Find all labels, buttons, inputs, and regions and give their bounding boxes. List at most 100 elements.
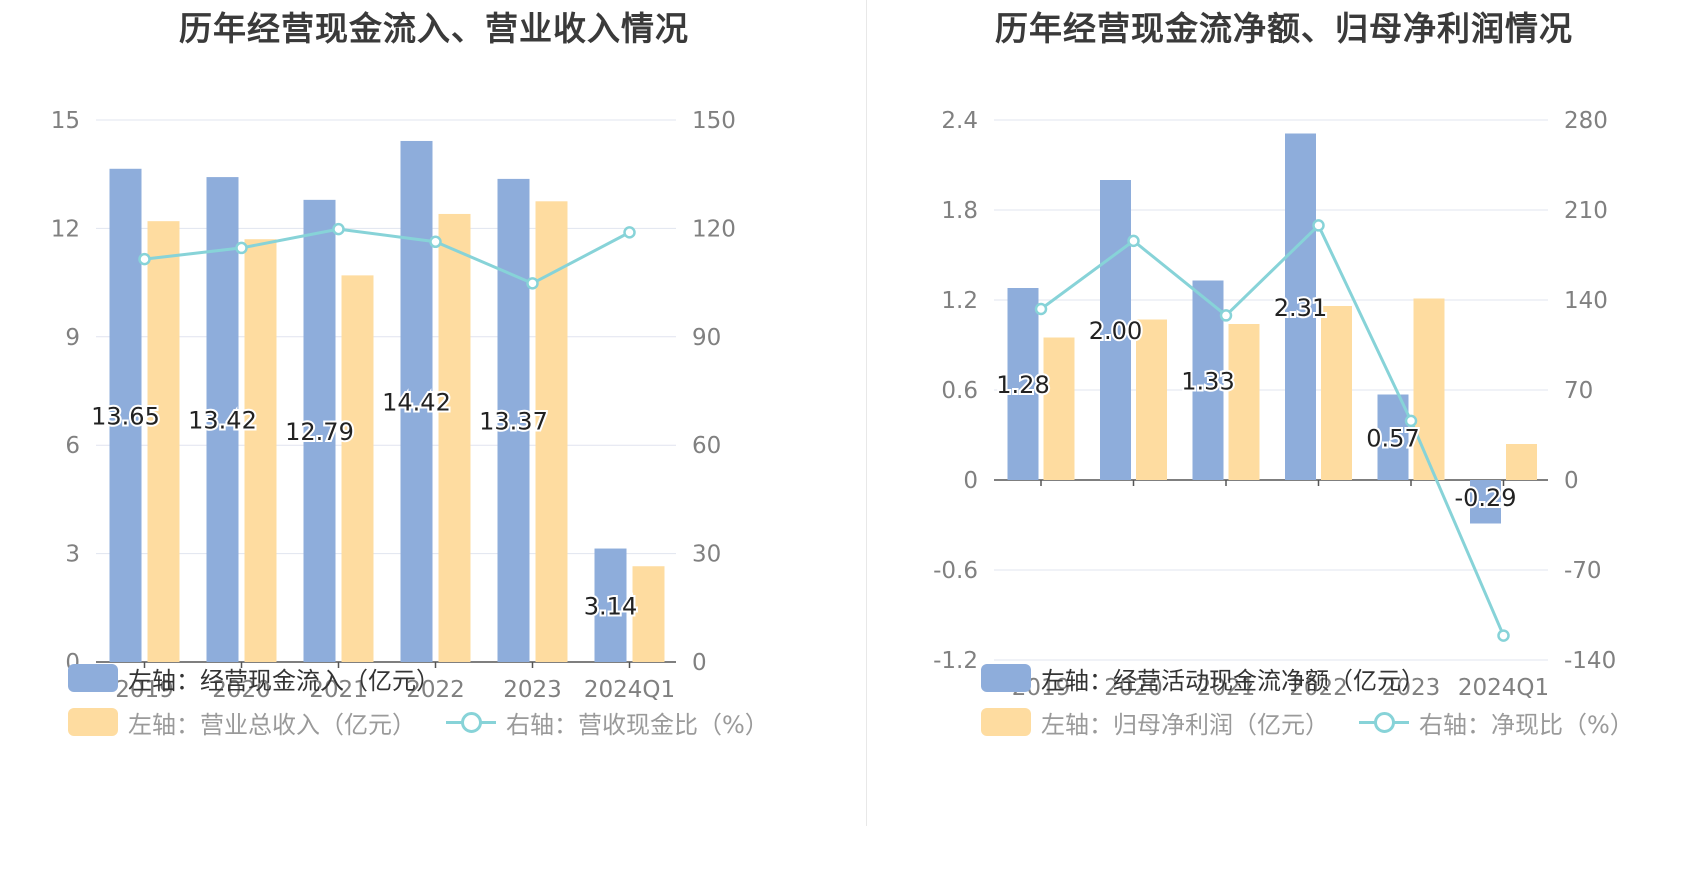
bar-经营活动现金流净额 <box>1285 133 1316 480</box>
legend-line-marker-icon <box>446 708 496 736</box>
right-axis-tick-label: 0 <box>1564 468 1579 494</box>
left-axis-tick-label: 2.4 <box>941 108 978 134</box>
right-axis-tick-label: 60 <box>692 433 721 459</box>
x-axis-tick-label: 2019 <box>115 677 174 703</box>
bar-经营现金流入 <box>400 140 433 662</box>
bar-经营现金流入 <box>303 199 336 662</box>
right-axis-tick-label: 0 <box>692 650 707 676</box>
chart-right-svg: -1.2 -140 -0.6 -70 0 0 0.6 70 1.2 140 1.8 210 2.4 280… <box>933 108 1616 701</box>
bar-data-label: -0.29 <box>1454 484 1516 512</box>
bar-经营现金流入 <box>594 548 627 662</box>
legend-item-net-cash-flow[interactable]: 左轴：经营活动现金流净额（亿元） <box>981 661 1425 696</box>
bar-营业总收入 <box>632 566 665 662</box>
bar-data-label: 2.00 <box>1089 317 1142 345</box>
line-净现比 <box>1040 223 1505 637</box>
bar-data-label: 1.28 <box>996 371 1049 399</box>
right-axis-tick-label: 140 <box>1564 288 1608 314</box>
right-axis-tick-label: -70 <box>1564 558 1602 584</box>
bar-data-label: 2.31 <box>1274 294 1327 322</box>
x-axis-tick-label: 2024Q1 <box>584 677 675 703</box>
line-point-营收现金比 <box>138 252 151 266</box>
bar-经营活动现金流净额 <box>1007 288 1039 480</box>
left-axis-tick-label: 0 <box>963 468 978 494</box>
legend-item-revenue[interactable]: 左轴：营业总收入（亿元） <box>68 705 416 740</box>
left-axis-tick-label: 0.6 <box>941 378 978 404</box>
line-point-净现比 <box>1127 234 1140 248</box>
panel-divider <box>866 0 867 826</box>
right-axis-tick-label: 120 <box>692 216 736 242</box>
bar-data-label: 0.57 <box>1366 424 1419 452</box>
bar-归母净利润 <box>1228 324 1260 480</box>
x-axis-tick-label: 2023 <box>503 677 562 703</box>
bar-data-label: 12.79 <box>285 418 354 446</box>
bar-经营现金流入 <box>497 178 530 662</box>
left-axis-tick-label: 6 <box>65 433 80 459</box>
line-point-营收现金比 <box>623 226 636 239</box>
left-axis-tick-label: 3 <box>65 542 80 568</box>
bar-data-label: 3.14 <box>584 592 637 620</box>
legend-item-cash-inflow[interactable]: 左轴：经营现金流入（亿元） <box>68 661 440 696</box>
bar-归母净利润 <box>1506 444 1537 480</box>
bar-经营现金流入 <box>206 177 239 662</box>
legend-label: 左轴：经营活动现金流净额（亿元） <box>1041 666 1425 695</box>
legend-swatch-orange <box>68 708 118 736</box>
right-axis-tick-label: 90 <box>692 325 721 351</box>
bar-data-label: 14.42 <box>382 388 451 416</box>
bar-data-label: 13.42 <box>188 407 257 435</box>
legend-item-revenue-cash-ratio[interactable]: 右轴：营收现金比（%） <box>446 705 769 740</box>
left-axis-tick-label: 9 <box>65 325 80 351</box>
bar-营业总收入 <box>341 275 374 662</box>
x-axis-tick-label: 2022 <box>406 677 465 703</box>
line-point-净现比 <box>1034 302 1048 316</box>
x-axis-tick-label: 2023 <box>1382 675 1441 701</box>
x-axis-tick-label: 2024Q1 <box>1458 675 1549 701</box>
x-axis-tick-label: 2020 <box>1104 675 1163 701</box>
bar-营业总收入 <box>438 213 471 663</box>
right-axis-tick-label: 150 <box>692 108 736 134</box>
left-axis-tick-label: -0.6 <box>933 558 978 584</box>
legend-swatch-orange <box>981 708 1031 736</box>
right-axis-tick-label: 30 <box>692 542 721 568</box>
legend-swatch-blue <box>981 664 1031 692</box>
x-axis-tick-label: 2021 <box>1197 675 1256 701</box>
legend-label: 左轴：营业总收入（亿元） <box>128 710 416 739</box>
bar-归母净利润 <box>1136 319 1167 480</box>
legend-row-2-left: 左轴：营业总收入（亿元） 右轴：营收现金比（%） <box>68 702 799 742</box>
legend-row-1-left: 左轴：经营现金流入（亿元） <box>68 658 470 698</box>
line-point-净现比 <box>1497 629 1510 642</box>
right-axis-tick-label: 280 <box>1564 108 1608 134</box>
bar-归母净利润 <box>1043 337 1075 480</box>
x-axis-tick-label: 2022 <box>1289 675 1348 701</box>
right-axis-tick-label: 210 <box>1564 198 1608 224</box>
legend-row-2-right: 左轴：归母净利润（亿元） 右轴：净现比（%） <box>981 702 1664 742</box>
bar-data-label: 13.37 <box>479 407 548 435</box>
line-point-营收现金比 <box>526 277 539 290</box>
line-point-营收现金比 <box>235 241 248 255</box>
left-axis-tick-label: 1.8 <box>941 198 978 224</box>
line-point-净现比 <box>1219 309 1233 322</box>
left-axis-tick-label: 15 <box>51 108 80 134</box>
line-point-净现比 <box>1312 219 1325 232</box>
bar-经营现金流入 <box>109 168 142 662</box>
legend-label: 右轴：营收现金比（%） <box>506 710 769 739</box>
bar-营业总收入 <box>147 221 180 662</box>
chart-panel-right: 历年经营现金流净额、归母净利润情况 -1.2 -140 -0.6 -70 0 0 0.6 70… <box>868 0 1700 874</box>
bar-归母净利润 <box>1321 306 1352 480</box>
chart-panel-left: 历年经营现金流入、营业收入情况 0 0 3 30 6 60 9 90 12 120 15 150 201… <box>51 9 799 742</box>
line-point-净现比 <box>1404 414 1418 428</box>
bar-归母净利润 <box>1413 298 1445 480</box>
right-axis-tick-label: -140 <box>1564 648 1616 674</box>
legend-item-net-cash-ratio[interactable]: 右轴：净现比（%） <box>1359 705 1634 740</box>
bar-营业总收入 <box>244 239 277 663</box>
x-axis-tick-label: 2020 <box>212 677 271 703</box>
left-axis-tick-label: 12 <box>51 216 80 242</box>
legend-line-marker-icon <box>1359 708 1409 736</box>
bar-data-label: 13.65 <box>91 402 160 430</box>
left-axis-tick-label: 1.2 <box>941 288 978 314</box>
bar-经营活动现金流净额 <box>1377 394 1409 480</box>
legend-swatch-blue <box>68 664 118 692</box>
legend-item-net-profit[interactable]: 左轴：归母净利润（亿元） <box>981 705 1329 740</box>
legend-label: 右轴：净现比（%） <box>1419 710 1634 739</box>
bar-经营活动现金流净额 <box>1470 480 1501 524</box>
legend-row-1-right: 左轴：经营活动现金流净额（亿元） <box>981 658 1455 698</box>
